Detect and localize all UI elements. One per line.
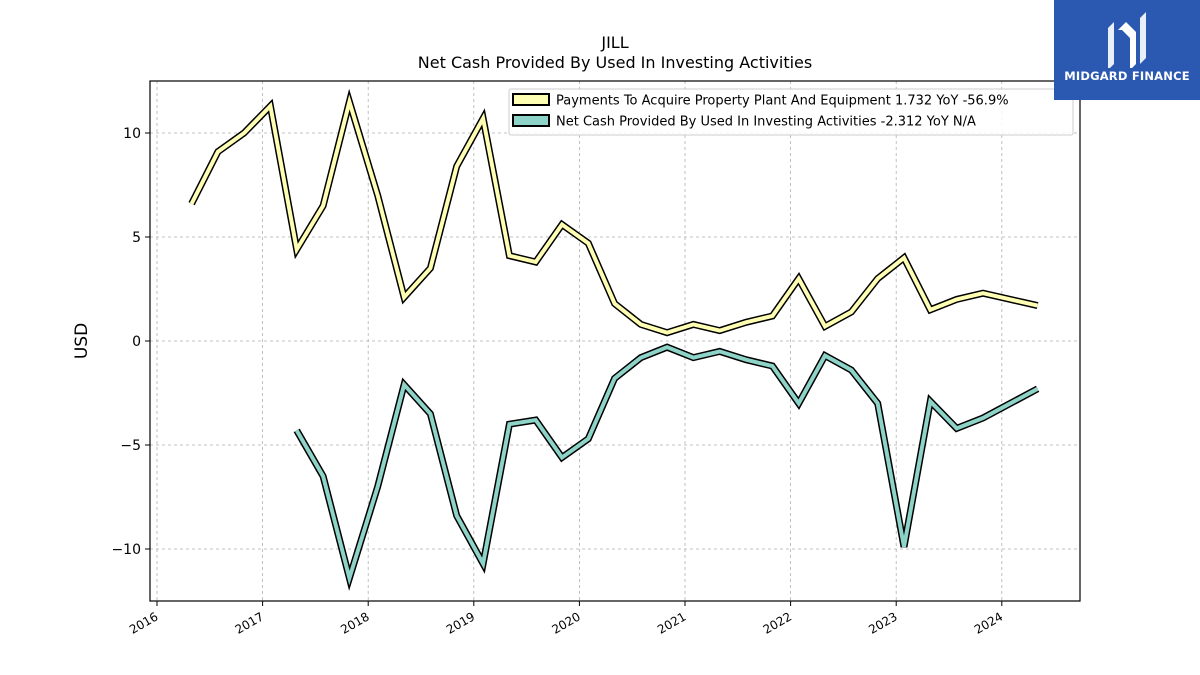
x-tick-label: 2018 [338,609,371,636]
series-lines [188,88,1040,591]
series-line-capex [189,94,1039,335]
axis-ticks: 10 5 0 −5 −10 2016 2017 2018 2019 2020 2021 2022 202… [111,126,1005,637]
y-tick-label: −10 [111,542,141,558]
midgard-logo-icon [1108,12,1146,68]
legend: Payments To Acquire Property Plant And E… [508,88,1074,136]
grid [150,81,1080,601]
x-tick-label: 2019 [444,609,477,636]
series-line-outline-investing [293,343,1040,591]
chart-title: JILL [600,33,628,52]
x-tick-label: 2022 [761,609,794,636]
y-tick-label: 10 [123,126,141,142]
y-tick-label: 0 [132,334,141,350]
series-line-investing [294,345,1039,586]
legend-label-capex: Payments To Acquire Property Plant And E… [556,94,1009,109]
legend-label-investing: Net Cash Provided By Used In Investing A… [556,115,976,130]
x-tick-label: 2017 [233,609,266,636]
legend-swatch-investing [512,114,550,127]
legend-box [508,88,1074,136]
x-tick-label: 2024 [972,609,1005,636]
x-tick-label: 2021 [655,609,688,636]
y-tick-label: −5 [120,438,141,454]
chart-subtitle: Net Cash Provided By Used In Investing A… [418,53,812,72]
y-tick-label: 5 [132,230,141,246]
brand-logo: MIDGARD FINANCE [1054,0,1200,100]
y-axis-label: USD [72,323,92,359]
legend-swatch-capex [512,93,550,106]
x-tick-label: 2016 [127,609,160,636]
x-tick-label: 2023 [866,609,899,636]
x-tick-label: 2020 [549,609,582,636]
brand-name: MIDGARD FINANCE [1064,69,1190,83]
